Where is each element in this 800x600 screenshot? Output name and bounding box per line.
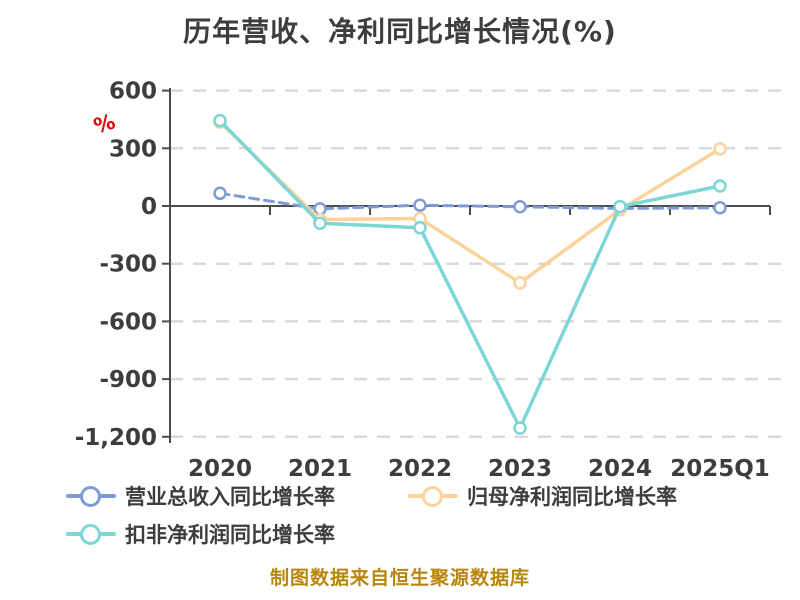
data-point-marker[interactable]	[613, 199, 627, 214]
x-tick-label: 2022	[388, 456, 452, 482]
y-tick-label: 300	[109, 136, 157, 162]
chart-title: 历年营收、净利同比增长情况(%)	[183, 15, 617, 48]
line-circle-icon	[66, 485, 116, 507]
legend-row-2: 扣非净利润同比增长率	[0, 519, 800, 547]
y-tick-label: -300	[99, 252, 157, 278]
data-point-marker[interactable]	[513, 421, 527, 435]
line-circle-icon	[66, 523, 116, 545]
y-tick-label: 0	[141, 194, 157, 220]
x-tick-label: 2023	[488, 456, 552, 482]
x-tick-label: 2020	[188, 456, 252, 482]
data-point-marker[interactable]	[413, 198, 427, 212]
legend-label: 归母净利润同比增长率	[467, 485, 677, 509]
data-point-marker[interactable]	[513, 276, 527, 290]
y-tick-label: 600	[109, 79, 157, 105]
data-point-marker[interactable]	[213, 186, 227, 201]
legend-circle-swatch	[80, 485, 101, 507]
legend-item-revenue-growth[interactable]: 营业总收入同比增长率	[66, 481, 335, 511]
y-tick-label: -900	[99, 367, 157, 393]
legend-circle-swatch	[80, 523, 101, 545]
legend-circle-swatch	[422, 485, 443, 507]
data-point-marker[interactable]	[513, 200, 527, 214]
x-tick-label: 2021	[288, 456, 352, 482]
series-line	[218, 118, 722, 430]
x-tick-label: 2025Q1	[670, 456, 770, 482]
data-point-marker[interactable]	[313, 216, 327, 231]
data-point-marker[interactable]	[713, 142, 727, 156]
x-tick-label: 2024	[588, 456, 652, 482]
series-line	[218, 120, 722, 285]
data-point-marker[interactable]	[413, 220, 427, 235]
line-circle-icon	[408, 485, 458, 507]
data-point-marker[interactable]	[713, 179, 727, 193]
data-source-note: 制图数据来自恒生聚源数据库	[269, 567, 530, 589]
legend-label: 营业总收入同比增长率	[125, 485, 335, 509]
y-tick-label: -1,200	[75, 425, 157, 451]
legend-item-deducted-net-profit-growth[interactable]: 扣非净利润同比增长率	[66, 519, 335, 549]
legend-item-net-profit-growth[interactable]: 归母净利润同比增长率	[408, 481, 677, 511]
y-tick-label: -600	[99, 309, 157, 335]
data-point-marker[interactable]	[213, 113, 227, 128]
data-point-marker[interactable]	[713, 200, 727, 215]
legend-row-1: 营业总收入同比增长率 归母净利润同比增长率	[0, 481, 800, 509]
legend-label: 扣非净利润同比增长率	[125, 523, 335, 547]
